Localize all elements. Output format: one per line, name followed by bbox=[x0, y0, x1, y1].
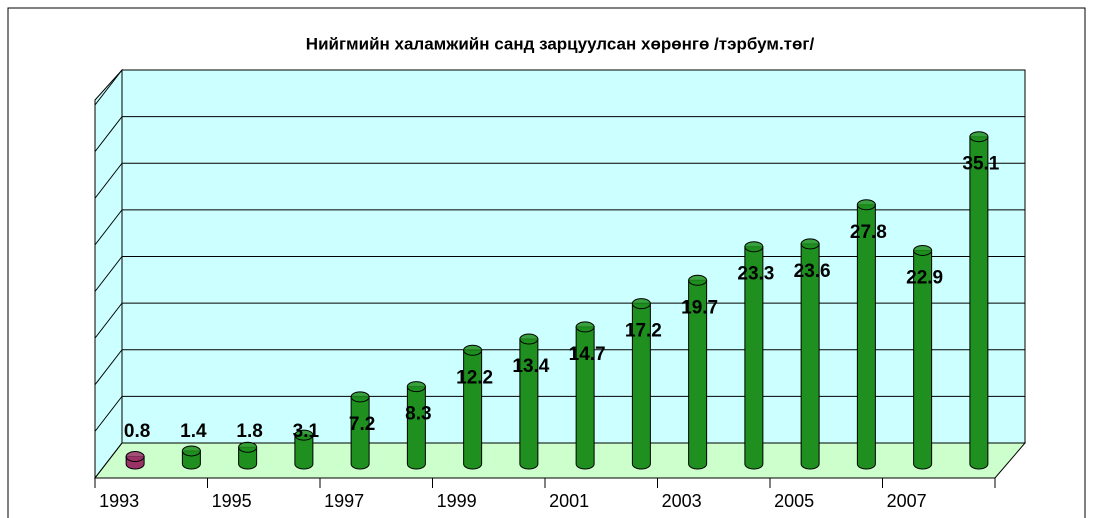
bar-part bbox=[856, 199, 876, 211]
bar-part bbox=[800, 238, 820, 250]
data-label: 35.1 bbox=[962, 154, 999, 175]
data-label: 0.8 bbox=[124, 421, 150, 442]
x-tick-label: 1999 bbox=[437, 491, 477, 511]
bar-part bbox=[125, 451, 145, 463]
data-label: 3.1 bbox=[293, 421, 320, 442]
bar-part bbox=[406, 386, 426, 470]
bar-part bbox=[744, 241, 764, 253]
bar bbox=[969, 131, 989, 470]
bar-part bbox=[463, 344, 483, 356]
bar-part bbox=[575, 321, 595, 333]
data-label: 7.2 bbox=[349, 414, 375, 435]
side-grid-line bbox=[94, 256, 123, 292]
side-grid-line bbox=[94, 349, 123, 386]
x-tick-label: 1995 bbox=[212, 491, 252, 511]
bar bbox=[800, 238, 820, 470]
bar-part bbox=[575, 326, 595, 470]
bar-part bbox=[519, 333, 539, 345]
data-label: 1.4 bbox=[180, 421, 207, 442]
x-tick-label: 1997 bbox=[324, 491, 364, 511]
side-grid-line bbox=[94, 116, 123, 152]
bar-part bbox=[631, 298, 651, 310]
floor bbox=[93, 442, 1027, 479]
data-label: 27.8 bbox=[850, 222, 887, 243]
bar bbox=[406, 381, 426, 470]
side-grid-line bbox=[94, 162, 123, 199]
bar-part bbox=[969, 131, 989, 143]
data-label: 1.8 bbox=[236, 421, 262, 442]
bar-part bbox=[519, 338, 539, 470]
bar-part bbox=[294, 429, 314, 441]
data-label: 17.2 bbox=[625, 321, 662, 342]
bar-part bbox=[350, 391, 370, 403]
bar-part bbox=[238, 441, 258, 453]
side-grid-line bbox=[94, 442, 123, 479]
x-tick-label: 2005 bbox=[774, 491, 814, 511]
bar bbox=[631, 298, 651, 470]
side-grid-line bbox=[94, 69, 123, 106]
data-label: 8.3 bbox=[405, 404, 431, 425]
data-label: 22.9 bbox=[906, 267, 943, 288]
bar-part bbox=[406, 381, 426, 393]
bar bbox=[575, 321, 595, 470]
bar bbox=[125, 451, 145, 470]
bar-part bbox=[294, 434, 314, 470]
x-tick-label: 2001 bbox=[549, 491, 589, 511]
data-label: 23.3 bbox=[737, 264, 774, 285]
bar-part bbox=[238, 446, 258, 470]
bar-part bbox=[350, 396, 370, 470]
bar bbox=[519, 333, 539, 470]
bar-part bbox=[913, 244, 933, 256]
chart-title: Нийгмийн халамжийн санд зарцуулсан хөрөн… bbox=[306, 34, 815, 53]
bar bbox=[181, 445, 201, 470]
bar bbox=[856, 199, 876, 470]
bar-part bbox=[969, 136, 989, 470]
x-tick-label: 2003 bbox=[662, 491, 702, 511]
data-label: 12.2 bbox=[456, 367, 493, 388]
bar-part bbox=[181, 445, 201, 457]
bar bbox=[350, 391, 370, 470]
data-label: 23.6 bbox=[794, 261, 831, 282]
side-grid-line bbox=[94, 209, 123, 246]
side-grid-line bbox=[94, 302, 123, 339]
bar-part bbox=[856, 204, 876, 470]
data-label: 19.7 bbox=[681, 297, 718, 318]
bar bbox=[913, 244, 933, 470]
bar-part bbox=[631, 303, 651, 470]
data-label: 14.7 bbox=[569, 344, 606, 365]
bar-part bbox=[744, 246, 764, 470]
bar bbox=[294, 429, 314, 470]
bar bbox=[744, 241, 764, 470]
bar-part bbox=[688, 274, 708, 286]
x-tick-label: 2007 bbox=[887, 491, 927, 511]
bar-part bbox=[913, 249, 933, 470]
bar-part bbox=[800, 243, 820, 470]
bar bbox=[238, 441, 258, 470]
x-tick-label: 1993 bbox=[99, 491, 139, 511]
data-label: 13.4 bbox=[512, 356, 549, 377]
bar-part bbox=[688, 279, 708, 470]
bar bbox=[688, 274, 708, 470]
side-grid-line bbox=[94, 396, 123, 432]
bar-part bbox=[463, 349, 483, 470]
bar bbox=[463, 344, 483, 470]
